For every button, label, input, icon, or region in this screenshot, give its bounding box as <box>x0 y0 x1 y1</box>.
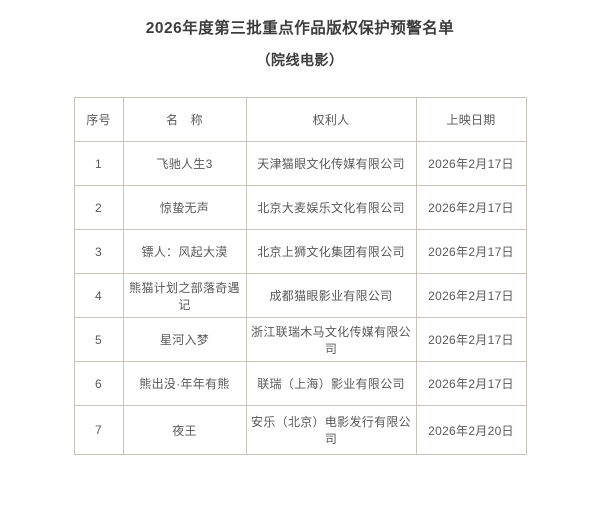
cell-release-date: 2026年2月17日 <box>415 361 527 406</box>
cell-release-date: 2026年2月17日 <box>415 229 527 274</box>
copyright-warning-table: 序号 名 称 权利人 上映日期 1 飞驰人生3 天津猫眼文化传媒有限公司 202… <box>73 97 527 455</box>
table-row: 2 惊蛰无声 北京大麦娱乐文化有限公司 2026年2月17日 <box>73 185 527 230</box>
cell-release-date: 2026年2月17日 <box>415 141 527 186</box>
cell-title: 熊猫计划之部落奇遇记 <box>122 273 247 318</box>
cell-serial: 7 <box>73 405 124 455</box>
cell-rights-holder: 北京大麦娱乐文化有限公司 <box>245 185 417 230</box>
table-row: 5 星河入梦 浙江联瑞木马文化传媒有限公司 2026年2月17日 <box>73 317 527 362</box>
header-title: 名 称 <box>122 97 247 142</box>
cell-release-date: 2026年2月17日 <box>415 273 527 318</box>
cell-serial: 6 <box>73 361 124 406</box>
cell-rights-holder: 天津猫眼文化传媒有限公司 <box>245 141 417 186</box>
table-row: 3 镖人：风起大漠 北京上狮文化集团有限公司 2026年2月17日 <box>73 229 527 274</box>
table-row: 7 夜王 安乐（北京）电影发行有限公司 2026年2月20日 <box>73 405 527 455</box>
table-row: 6 熊出没·年年有熊 联瑞（上海）影业有限公司 2026年2月17日 <box>73 361 527 406</box>
cell-rights-holder: 浙江联瑞木马文化传媒有限公司 <box>245 317 417 362</box>
cell-rights-holder: 北京上狮文化集团有限公司 <box>245 229 417 274</box>
header-rights-holder: 权利人 <box>245 97 417 142</box>
cell-rights-holder: 安乐（北京）电影发行有限公司 <box>245 405 417 455</box>
cell-serial: 4 <box>73 273 124 318</box>
cell-serial: 3 <box>73 229 124 274</box>
cell-release-date: 2026年2月20日 <box>415 405 527 455</box>
table-row: 1 飞驰人生3 天津猫眼文化传媒有限公司 2026年2月17日 <box>73 141 527 186</box>
cell-rights-holder: 联瑞（上海）影业有限公司 <box>245 361 417 406</box>
cell-release-date: 2026年2月17日 <box>415 185 527 230</box>
header-release-date: 上映日期 <box>415 97 527 142</box>
cell-serial: 1 <box>73 141 124 186</box>
cell-title: 飞驰人生3 <box>122 141 247 186</box>
cell-title: 夜王 <box>122 405 247 455</box>
cell-title: 惊蛰无声 <box>122 185 247 230</box>
page-title: 2026年度第三批重点作品版权保护预警名单 <box>145 20 455 37</box>
table-header-row: 序号 名 称 权利人 上映日期 <box>73 97 527 142</box>
cell-serial: 5 <box>73 317 124 362</box>
cell-title: 星河入梦 <box>122 317 247 362</box>
cell-title: 熊出没·年年有熊 <box>122 361 247 406</box>
cell-release-date: 2026年2月17日 <box>415 317 527 362</box>
cell-serial: 2 <box>73 185 124 230</box>
header-serial-number: 序号 <box>73 97 124 142</box>
cell-rights-holder: 成都猫眼影业有限公司 <box>245 273 417 318</box>
cell-title: 镖人：风起大漠 <box>122 229 247 274</box>
table-row: 4 熊猫计划之部落奇遇记 成都猫眼影业有限公司 2026年2月17日 <box>73 273 527 318</box>
page-subtitle: （院线电影） <box>256 52 344 68</box>
